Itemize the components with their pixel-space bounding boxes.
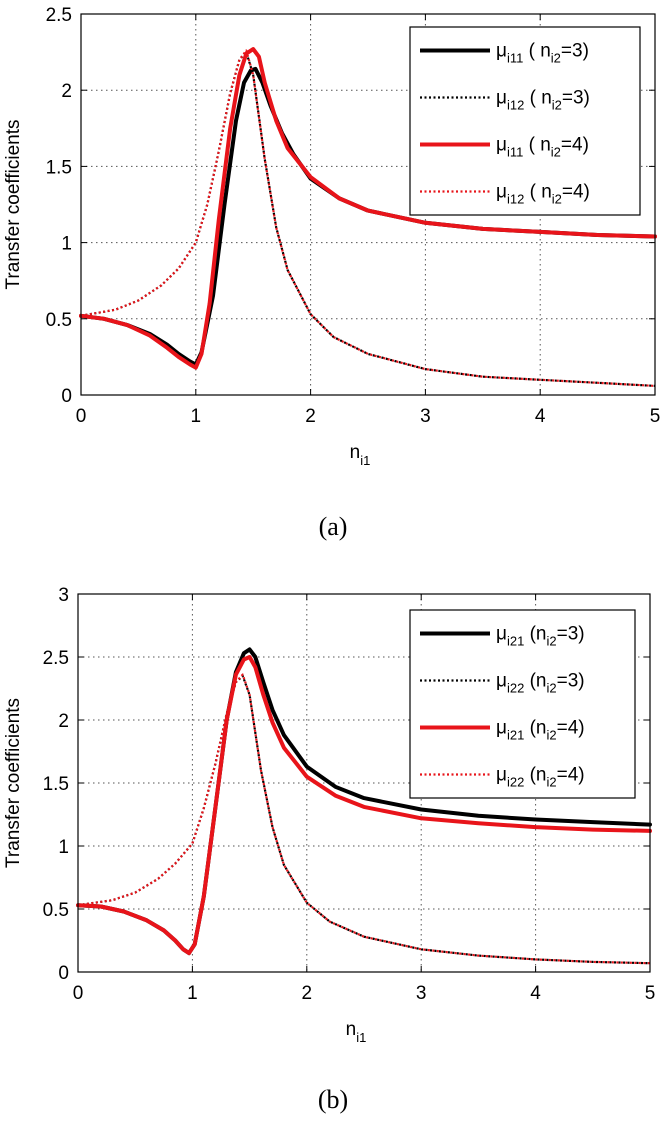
x-tick-label: 1	[187, 983, 198, 1004]
x-tick-label: 0	[73, 983, 84, 1004]
series-line-2	[80, 50, 656, 387]
y-tick-label: 1	[61, 234, 72, 255]
legend-open: ( n	[523, 135, 550, 156]
x-axis-label-sub: i1	[360, 453, 370, 468]
legend-mu: μ	[496, 41, 507, 62]
x-axis-label-main: n	[350, 442, 361, 463]
x-tick-label: 3	[420, 406, 431, 427]
legend-sub2: i2	[551, 145, 561, 160]
y-tick-label: 2.5	[43, 648, 69, 669]
caption-a: (a)	[319, 512, 348, 541]
legend-sub: i11	[507, 51, 523, 66]
legend-close: =3)	[557, 671, 585, 692]
legend-close: =3)	[557, 624, 585, 645]
legend-sub2: i2	[547, 634, 557, 649]
legend-sub: i21	[507, 728, 524, 743]
legend-open: ( n	[524, 182, 551, 203]
axes-box	[80, 13, 656, 396]
legend-sub: i11	[507, 145, 523, 160]
legend-label: μi12 ( ni2=4)	[496, 182, 590, 207]
legend-close: =3)	[561, 41, 589, 62]
y-tick-label: 3	[58, 585, 69, 606]
y-tick-label: 0.5	[43, 900, 69, 921]
legend-label: μi12 ( ni2=3)	[496, 88, 590, 113]
legend-close: =4)	[561, 135, 589, 156]
legend-close: =4)	[557, 718, 585, 739]
chart-panel-b: 0 1 2 3 4 5 0 0.5 1 1.5 2 2.5 3 ni1 Transfer coefficie…	[3, 585, 655, 1045]
y-tick-label: 2	[61, 81, 72, 102]
x-tick-label: 5	[645, 983, 656, 1004]
legend-open: ( n	[524, 88, 551, 109]
y-axis-label: Transfer coefficients	[3, 119, 24, 289]
y-tick-label: 1	[58, 837, 69, 858]
legend-open: (n	[524, 718, 546, 739]
y-tick-label: 1.5	[46, 157, 72, 178]
legend-mu: μ	[496, 88, 507, 109]
legend-mu: μ	[496, 182, 507, 203]
y-tick-label: 0	[61, 386, 72, 407]
x-tick-label: 4	[530, 983, 541, 1004]
legend-close: =4)	[557, 765, 585, 786]
legend-open: ( n	[523, 41, 550, 62]
legend-label: μi22 (ni2=3)	[496, 671, 585, 696]
legend-sub2: i2	[552, 192, 562, 207]
legend-sub2: i2	[547, 775, 557, 790]
x-tick-label: 5	[650, 406, 661, 427]
legend-sub: i22	[507, 681, 524, 696]
x-tick-label: 0	[76, 406, 87, 427]
legend-open: (n	[524, 624, 546, 645]
y-tick-label: 2	[58, 711, 69, 732]
legend-sub: i22	[507, 775, 524, 790]
series-line-4	[77, 673, 651, 965]
x-axis-label-sub: i1	[356, 1030, 366, 1045]
legend-sub: i12	[507, 192, 524, 207]
legend-sub: i21	[507, 634, 524, 649]
legend-sub: i12	[507, 98, 524, 113]
y-tick-label: 1.5	[43, 774, 69, 795]
legend-close: =3)	[562, 88, 590, 109]
x-tick-label: 2	[302, 983, 313, 1004]
chart-panel-a: 0 1 2 3 4 5 0 0.5 1 1.5 2 2.5 ni1 Transfer coefficien…	[3, 5, 660, 468]
legend-box	[409, 609, 636, 799]
legend: μi11 ( ni2=3)μi12 ( ni2=3)μi11 ( ni2=4)μ…	[409, 26, 641, 216]
legend-sub2: i2	[551, 51, 561, 66]
caption-b: (b)	[318, 1085, 348, 1114]
legend-mu: μ	[496, 718, 507, 739]
x-tick-label: 1	[191, 406, 202, 427]
legend-mu: μ	[496, 135, 507, 156]
legend-sub2: i2	[547, 681, 557, 696]
legend-label: μi11 ( ni2=3)	[496, 41, 589, 66]
legend-open: (n	[524, 765, 546, 786]
legend-label: μi22 (ni2=4)	[496, 765, 585, 790]
legend-mu: μ	[496, 765, 507, 786]
legend-label: μi21 (ni2=3)	[496, 624, 585, 649]
legend-sub2: i2	[547, 728, 557, 743]
y-axis-label: Transfer coefficients	[3, 698, 24, 868]
series-line-3	[76, 655, 652, 956]
x-tick-label: 2	[305, 406, 316, 427]
x-axis-label: ni1	[346, 1019, 367, 1045]
legend-mu: μ	[496, 624, 507, 645]
legend: μi21 (ni2=3)μi22 (ni2=3)μi21 (ni2=4)μi22…	[409, 609, 636, 799]
y-tick-label: 2.5	[46, 5, 72, 26]
x-tick-label: 3	[416, 983, 427, 1004]
legend-box	[409, 26, 641, 216]
y-tick-label: 0	[58, 963, 69, 984]
legend-close: =4)	[562, 182, 590, 203]
x-tick-label: 4	[535, 406, 546, 427]
legend-mu: μ	[496, 671, 507, 692]
legend-label: μi11 ( ni2=4)	[496, 135, 589, 160]
y-tick-label: 0.5	[46, 310, 72, 331]
legend-sub2: i2	[552, 98, 562, 113]
series-line-3	[79, 47, 657, 370]
x-axis-label-main: n	[346, 1019, 357, 1040]
legend-open: (n	[524, 671, 546, 692]
x-axis-label: ni1	[350, 442, 371, 468]
legend-label: μi21 (ni2=4)	[496, 718, 585, 743]
